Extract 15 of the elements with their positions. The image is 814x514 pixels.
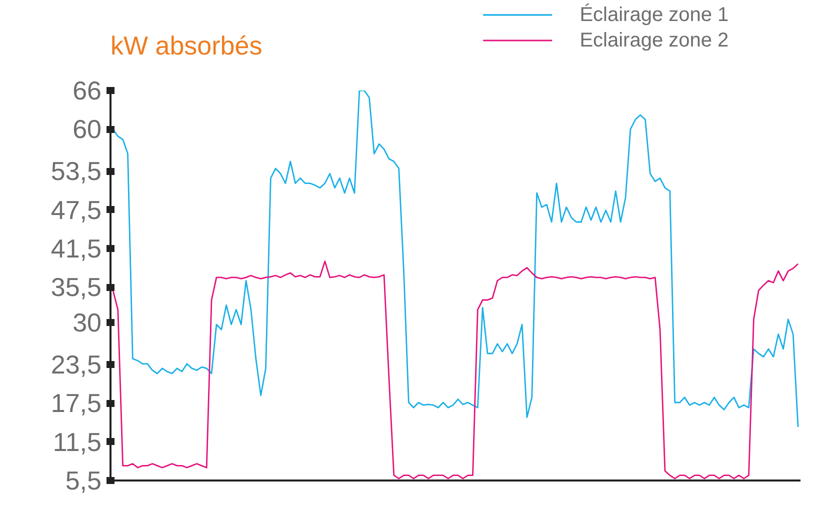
- y-tick-label: 11,5: [52, 426, 102, 457]
- chart-title: kW absorbés: [110, 30, 262, 60]
- line-series: [112, 90, 799, 428]
- y-tick-label: 60: [72, 114, 102, 144]
- y-tick-label: 5,5: [65, 466, 102, 496]
- y-tick-label: 41,5: [50, 233, 102, 264]
- legend-label: Eclairage zone 2: [580, 30, 729, 52]
- y-tick-label: 23,5: [50, 349, 102, 380]
- y-tick-label: 47,5: [50, 194, 102, 225]
- y-tick-label: 30: [72, 308, 102, 338]
- legend-label: Éclairage zone 1: [580, 2, 729, 26]
- y-tick-label: 66: [72, 76, 102, 106]
- y-tick-label: 35,5: [50, 272, 102, 302]
- y-tick-label: 53,5: [50, 156, 102, 186]
- y-tick-label: 17,5: [50, 388, 102, 418]
